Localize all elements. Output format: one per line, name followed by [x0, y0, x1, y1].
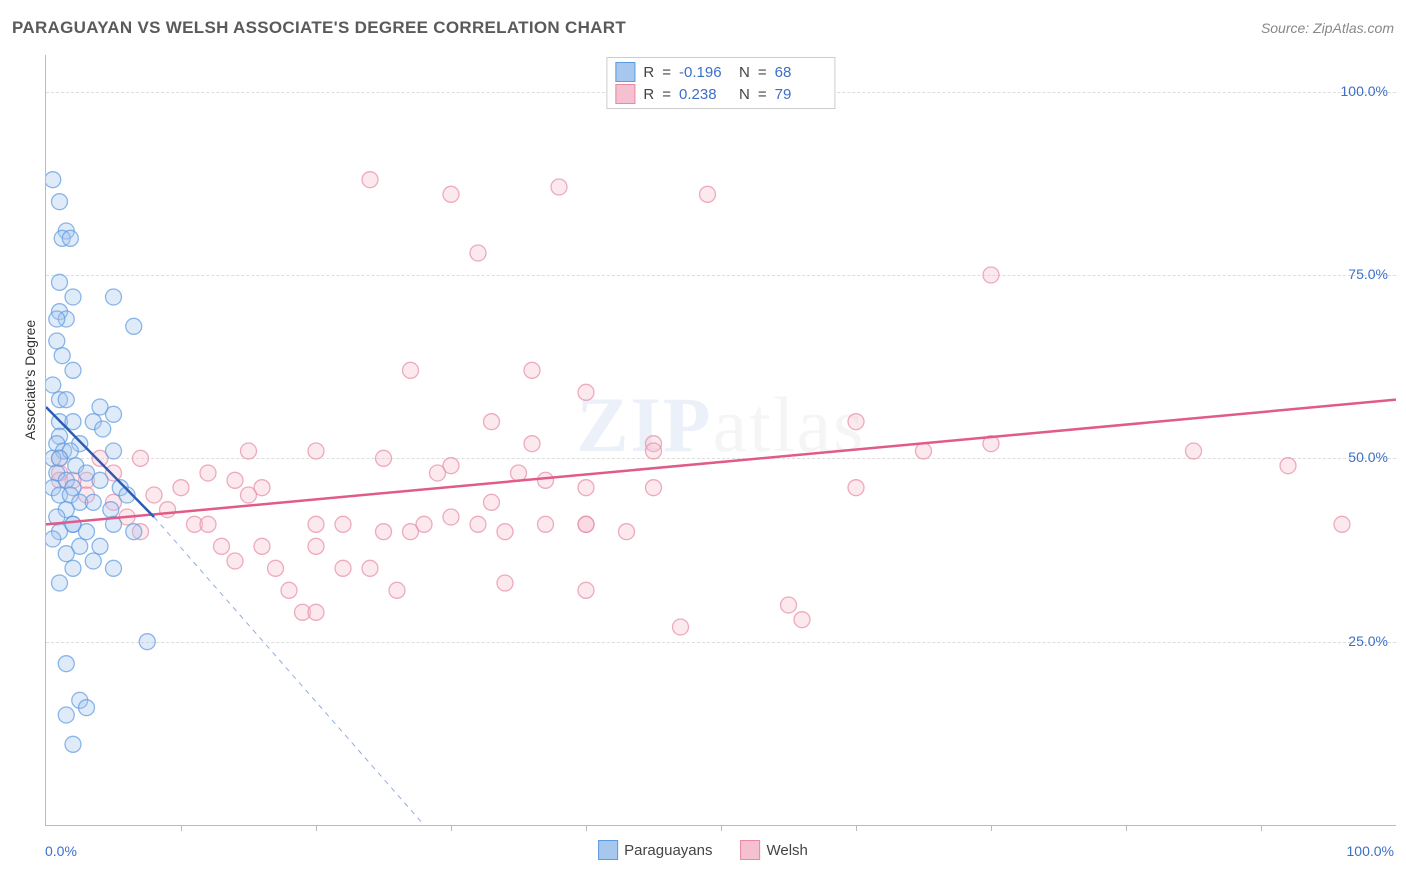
- legend-swatch-icon: [741, 840, 761, 860]
- legend-r-label: R: [643, 86, 654, 103]
- legend-n-label: N: [739, 64, 750, 81]
- x-axis-max-label: 100.0%: [1347, 843, 1394, 859]
- legend-eq: =: [662, 86, 671, 103]
- legend-row-paraguayans: R = -0.196 N = 68: [615, 61, 826, 83]
- legend-eq: =: [758, 64, 767, 81]
- legend-label-0: Paraguayans: [624, 842, 712, 859]
- legend-label-1: Welsh: [767, 842, 808, 859]
- x-tick-mark: [991, 825, 992, 831]
- y-axis-label: Associate's Degree: [22, 320, 38, 440]
- x-tick-mark: [856, 825, 857, 831]
- x-tick-mark: [316, 825, 317, 831]
- legend-n-label: N: [739, 86, 750, 103]
- x-tick-mark: [1126, 825, 1127, 831]
- chart-svg: [46, 55, 1396, 825]
- legend-swatch-paraguayans: [615, 62, 635, 82]
- legend-r-value-0: -0.196: [679, 64, 731, 81]
- x-tick-mark: [721, 825, 722, 831]
- legend-row-welsh: R = 0.238 N = 79: [615, 83, 826, 105]
- plot-area: ZIPatlas R = -0.196 N = 68 R = 0.238 N =…: [45, 55, 1396, 826]
- x-axis-min-label: 0.0%: [45, 843, 77, 859]
- legend-n-value-1: 79: [775, 86, 827, 103]
- chart-title: PARAGUAYAN VS WELSH ASSOCIATE'S DEGREE C…: [12, 18, 626, 38]
- legend-item-paraguayans: Paraguayans: [598, 840, 712, 860]
- legend-r-value-1: 0.238: [679, 86, 731, 103]
- legend-r-label: R: [643, 64, 654, 81]
- x-tick-mark: [181, 825, 182, 831]
- x-tick-mark: [586, 825, 587, 831]
- legend-eq: =: [662, 64, 671, 81]
- chart-header: PARAGUAYAN VS WELSH ASSOCIATE'S DEGREE C…: [12, 18, 1394, 38]
- correlation-legend: R = -0.196 N = 68 R = 0.238 N = 79: [606, 57, 835, 109]
- legend-item-welsh: Welsh: [741, 840, 808, 860]
- x-tick-mark: [1261, 825, 1262, 831]
- legend-swatch-welsh: [615, 84, 635, 104]
- legend-eq: =: [758, 86, 767, 103]
- x-tick-mark: [451, 825, 452, 831]
- series-legend: Paraguayans Welsh: [598, 840, 808, 860]
- chart-source: Source: ZipAtlas.com: [1261, 20, 1394, 36]
- legend-n-value-0: 68: [775, 64, 827, 81]
- legend-swatch-icon: [598, 840, 618, 860]
